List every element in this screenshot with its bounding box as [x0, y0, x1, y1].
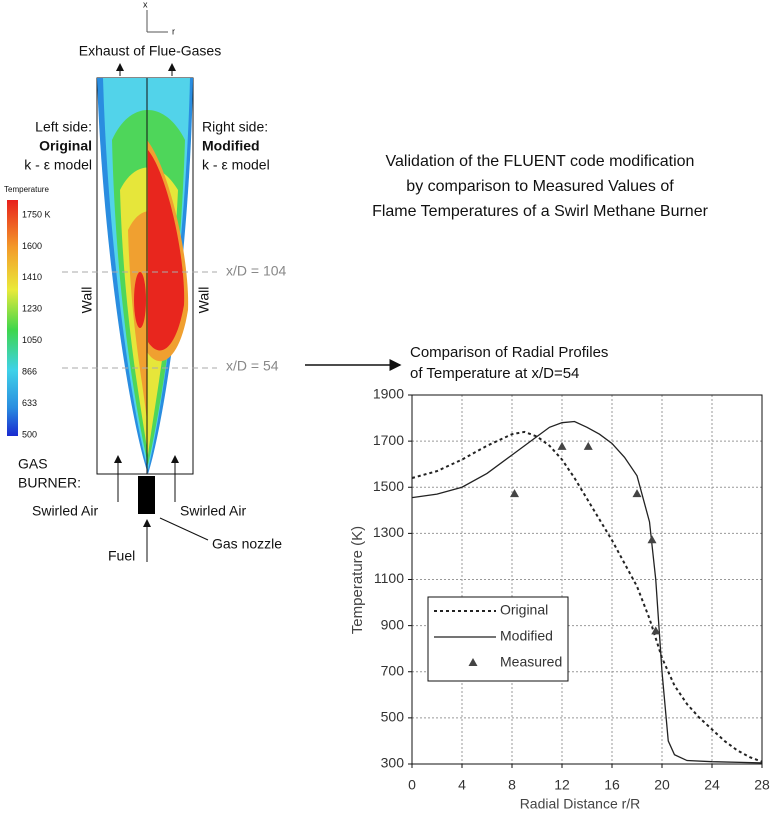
axis-label: x — [143, 0, 148, 9]
x-tick-label: 20 — [654, 777, 670, 793]
heading: Flame Temperatures of a Swirl Methane Bu… — [372, 203, 709, 220]
y-axis-label: Temperature (K) — [349, 526, 366, 634]
chart: 300 500 700 900 1100 1300 1500 1700 1900 0 4 8 12 16 2… — [373, 386, 770, 793]
air-label: Swirled Air — [180, 503, 246, 519]
x-tick-label: 24 — [704, 777, 720, 793]
fuel-label: Fuel — [108, 548, 135, 564]
axis-label: r — [172, 26, 175, 36]
exhaust-label: Exhaust of Flue-Gases — [79, 43, 221, 59]
legend-box — [427, 596, 569, 682]
right-label: Modified — [202, 138, 260, 154]
y-tick-label: 1300 — [373, 524, 404, 540]
legend-marker — [468, 658, 478, 666]
wall-label: Wall — [196, 287, 212, 314]
section-label: x/D = 54 — [226, 358, 279, 374]
legend-label: Modified — [500, 628, 553, 644]
y-tick-label: 1900 — [373, 386, 404, 402]
colorbar — [7, 200, 18, 436]
measured-point — [647, 535, 657, 544]
left-label: k - ε model — [24, 157, 92, 173]
y-tick-label: 1100 — [374, 570, 404, 586]
legend-label: Measured — [500, 654, 562, 670]
right-label: Right side: — [202, 119, 268, 135]
colorbar-label: 866 — [22, 367, 37, 377]
colorbar-labels: 1750 K 1600 1410 1230 1050 866 633 500 — [22, 209, 51, 439]
y-tick-label: 300 — [381, 755, 405, 771]
right-label: k - ε model — [202, 157, 270, 173]
chart-title: Comparison of Radial Profiles — [410, 344, 608, 361]
colorbar-label: 1410 — [22, 272, 42, 282]
y-tick-label: 900 — [381, 616, 405, 632]
colorbar-label: 1230 — [22, 304, 42, 314]
nozzle-label: Gas nozzle — [212, 536, 282, 552]
colorbar-label: 633 — [22, 398, 37, 408]
y-tick-label: 1500 — [373, 478, 404, 494]
left-label: Original — [39, 138, 92, 154]
legend-label: Original — [500, 602, 548, 618]
x-axis-label: Radial Distance r/R — [520, 796, 641, 812]
colorbar-label: 1600 — [22, 241, 42, 251]
heading: Validation of the FLUENT code modificati… — [386, 153, 695, 170]
measured-point — [583, 441, 593, 450]
plot-frame — [411, 394, 763, 765]
measured-point — [651, 626, 661, 635]
colorbar-label: 1050 — [22, 335, 42, 345]
y-tick-label: 700 — [381, 662, 405, 678]
measured-point — [557, 441, 567, 450]
wall-label: Wall — [79, 287, 95, 314]
leader-line — [159, 517, 209, 541]
y-tick-label: 1700 — [373, 432, 404, 448]
left-label: Left side: — [35, 119, 92, 135]
measured-point — [632, 489, 642, 498]
heading: by comparison to Measured Values of — [406, 178, 674, 195]
y-tick-label: 500 — [381, 709, 405, 725]
x-tick-label: 16 — [604, 777, 620, 793]
x-tick-label: 8 — [508, 777, 516, 793]
measured-point — [510, 489, 519, 498]
x-tick-label: 28 — [754, 777, 770, 793]
colorbar-label: 500 — [22, 429, 37, 439]
series-line — [411, 430, 763, 763]
colorbar-title: Temperature — [4, 185, 49, 194]
chart-title: of Temperature at x/D=54 — [410, 365, 579, 382]
x-tick-label: 4 — [458, 777, 466, 793]
series-line — [411, 420, 763, 764]
x-tick-label: 0 — [408, 777, 416, 793]
colorbar-label: 1750 K — [22, 209, 51, 219]
burner-label: BURNER: — [18, 475, 81, 491]
x-tick-label: 12 — [554, 777, 570, 793]
section-label: x/D = 104 — [226, 263, 287, 279]
gas-nozzle — [138, 476, 155, 514]
air-label: Swirled Air — [32, 503, 98, 519]
burner-label: GAS — [18, 456, 48, 472]
